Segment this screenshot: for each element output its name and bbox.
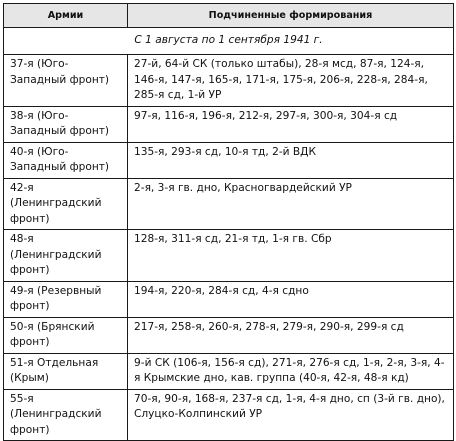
army-cell: 48-я (Ленинградский фронт)	[3, 229, 128, 282]
units-cell: 217-я, 258-я, 260-я, 278-я, 279-я, 290-я…	[127, 316, 454, 354]
header-units: Подчиненные формирования	[127, 3, 454, 28]
units-cell: 128-я, 311-я сд, 21-я тд, 1-я гв. Сбр	[127, 229, 454, 282]
table-header: Армии Подчиненные формирования	[3, 3, 454, 28]
formations-table: Армии Подчиненные формирования С 1 авгус…	[3, 3, 454, 441]
header-army: Армии	[3, 3, 128, 28]
header-row: Армии Подчиненные формирования	[3, 3, 454, 28]
army-cell: 49-я (Резервный фронт)	[3, 280, 128, 318]
table-row: 50-я (Брянский фронт) 217-я, 258-я, 260-…	[3, 316, 454, 354]
units-cell: 194-я, 220-я, 284-я сд, 4-я сдно	[127, 280, 454, 318]
army-cell: 38-я (Юго-Западный фронт)	[3, 105, 128, 143]
table-row: 55-я (Ленинградский фронт) 70-я, 90-я, 1…	[3, 388, 454, 441]
army-cell: 40-я (Юго-Западный фронт)	[3, 141, 128, 179]
army-cell: 42-я (Ленинградский фронт)	[3, 177, 128, 230]
table-row: 42-я (Ленинградский фронт) 2-я, 3-я гв. …	[3, 177, 454, 230]
army-cell: 51-я Отдельная (Крым)	[3, 352, 128, 390]
units-cell: 2-я, 3-я гв. дно, Красногвардейский УР	[127, 177, 454, 230]
units-cell: 135-я, 293-я сд, 10-я тд, 2-й ВДК	[127, 141, 454, 179]
table-row: 37-я (Юго-Западный фронт) 27-й, 64-й СК …	[3, 54, 454, 107]
units-cell: 9-й СК (106-я, 156-я сд), 271-я, 276-я с…	[127, 352, 454, 390]
units-cell: 97-я, 116-я, 196-я, 212-я, 297-я, 300-я,…	[127, 105, 454, 143]
formations-table-wrapper: Армии Подчиненные формирования С 1 авгус…	[3, 3, 454, 441]
table-row: 40-я (Юго-Западный фронт) 135-я, 293-я с…	[3, 141, 454, 179]
table-row: 49-я (Резервный фронт) 194-я, 220-я, 284…	[3, 280, 454, 318]
table-row: 38-я (Юго-Западный фронт) 97-я, 116-я, 1…	[3, 105, 454, 143]
table-body: С 1 августа по 1 сентября 1941 г. 37-я (…	[3, 27, 454, 441]
army-cell: 50-я (Брянский фронт)	[3, 316, 128, 354]
units-cell: 70-я, 90-я, 168-я, 237-я сд, 1-я, 4-я дн…	[127, 388, 454, 441]
period-label: С 1 августа по 1 сентября 1941 г.	[3, 27, 454, 55]
army-cell: 37-я (Юго-Западный фронт)	[3, 54, 128, 107]
units-cell: 27-й, 64-й СК (только штабы), 28-я мсд, …	[127, 54, 454, 107]
period-row: С 1 августа по 1 сентября 1941 г.	[3, 27, 454, 55]
army-cell: 55-я (Ленинградский фронт)	[3, 388, 128, 441]
table-row: 51-я Отдельная (Крым) 9-й СК (106-я, 156…	[3, 352, 454, 390]
table-row: 48-я (Ленинградский фронт) 128-я, 311-я …	[3, 229, 454, 282]
